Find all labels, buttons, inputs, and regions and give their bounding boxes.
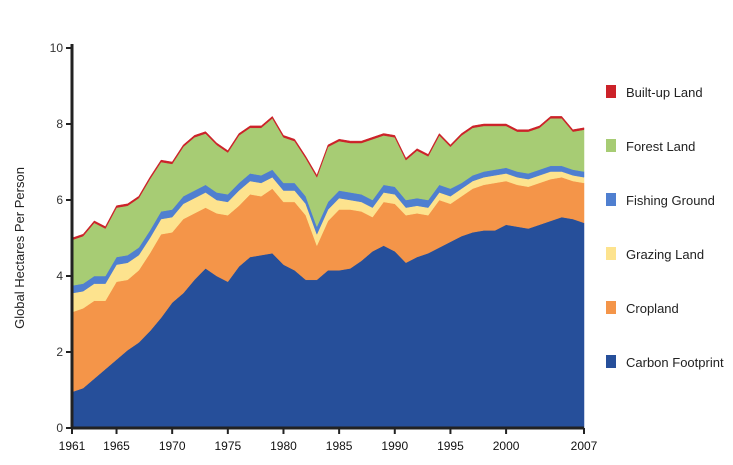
- legend: Built-up Land Forest Land Fishing Ground Gr…: [606, 85, 724, 370]
- legend-label-built-up-land: Built-up Land: [626, 85, 703, 100]
- legend-swatch-fishing-ground: [606, 193, 616, 206]
- x-tick-label: 1995: [437, 439, 464, 453]
- y-tick-label: 10: [50, 41, 64, 55]
- legend-label-forest-land: Forest Land: [626, 139, 695, 154]
- x-tick-label: 1961: [59, 439, 86, 453]
- x-tick-label: 1965: [103, 439, 130, 453]
- area-series-group: [71, 116, 585, 429]
- legend-swatch-built-up-land: [606, 85, 616, 98]
- y-tick-label: 4: [56, 269, 63, 283]
- legend-label-carbon-footprint: Carbon Footprint: [626, 355, 724, 370]
- legend-swatch-forest-land: [606, 139, 616, 152]
- y-tick-label: 0: [56, 421, 63, 435]
- y-axis-title: Global Hectares Per Person: [12, 167, 27, 329]
- y-tick-label: 6: [56, 193, 63, 207]
- x-tick-label: 1985: [326, 439, 353, 453]
- x-tick-label: 2007: [571, 439, 598, 453]
- y-axis-ticks: 0 2 4 6 8 10: [50, 41, 72, 435]
- legend-label-fishing-ground: Fishing Ground: [626, 193, 715, 208]
- y-tick-label: 2: [56, 345, 63, 359]
- x-axis-ticks: 1961 1965 1970 1975 1980 1985 1990 1995 2000 2007: [59, 428, 598, 453]
- x-tick-label: 1970: [159, 439, 186, 453]
- area-built-up-land: [71, 116, 585, 241]
- y-tick-label: 8: [56, 117, 63, 131]
- x-tick-label: 1975: [214, 439, 241, 453]
- legend-swatch-carbon-footprint: [606, 355, 616, 368]
- axes-group: [70, 44, 584, 430]
- legend-label-cropland: Cropland: [626, 301, 679, 316]
- x-tick-label: 1990: [381, 439, 408, 453]
- legend-swatch-cropland: [606, 301, 616, 314]
- x-tick-label: 2000: [493, 439, 520, 453]
- x-tick-label: 1980: [270, 439, 297, 453]
- legend-swatch-grazing-land: [606, 247, 616, 260]
- legend-label-grazing-land: Grazing Land: [626, 247, 704, 262]
